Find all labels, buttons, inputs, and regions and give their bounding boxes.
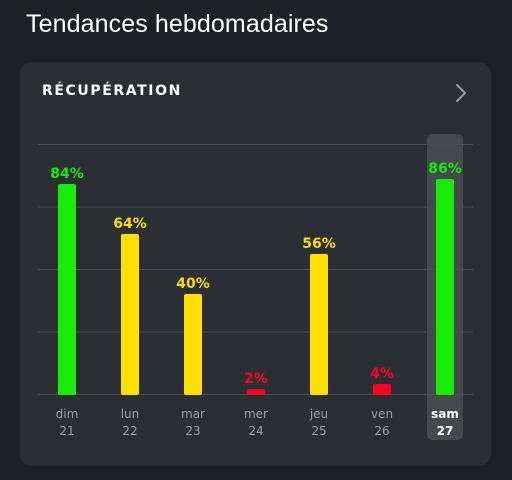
date-label-27: 27 (437, 424, 454, 438)
value-label-jeu: 56% (302, 236, 336, 252)
bar-mar (184, 294, 202, 395)
bar-lun (121, 234, 139, 395)
date-label-21: 21 (59, 424, 74, 438)
bar-sam (436, 179, 454, 395)
bar-mer (247, 389, 265, 395)
day-label-ven: ven (371, 407, 393, 421)
value-label-dim: 84% (50, 166, 84, 182)
recovery-chart: 84% dim 21 64% lun 22 40% mar 23 2% mer 24 56% jeu 25 4… (38, 134, 473, 440)
recovery-card[interactable]: 84% dim 21 64% lun 22 40% mar 23 2% mer 24 56% jeu 25 4… (20, 62, 491, 466)
value-label-lun: 64% (113, 216, 147, 232)
value-label-mer: 2% (244, 371, 268, 387)
value-label-sam: 86% (428, 161, 462, 177)
date-label-22: 22 (122, 424, 137, 438)
date-label-24: 24 (248, 424, 263, 438)
day-label-mar: mar (181, 407, 205, 421)
day-label-mer: mer (244, 407, 268, 421)
bar-jeu (310, 254, 328, 395)
date-label-26: 26 (374, 424, 389, 438)
date-label-25: 25 (311, 424, 326, 438)
bar-ven (373, 384, 391, 395)
value-label-ven: 4% (370, 366, 394, 382)
day-label-lun: lun (121, 407, 140, 421)
date-label-23: 23 (185, 424, 200, 438)
day-label-jeu: jeu (309, 407, 328, 421)
day-label-dim: dim (56, 407, 79, 421)
card-title: RÉCUPÉRATION (42, 83, 182, 99)
bar-dim (58, 184, 76, 395)
page-title: Tendances hebdomadaires (26, 10, 329, 38)
day-label-sam: sam (431, 407, 459, 421)
chevron-right-icon[interactable] (451, 82, 471, 104)
value-label-mar: 40% (176, 276, 210, 292)
